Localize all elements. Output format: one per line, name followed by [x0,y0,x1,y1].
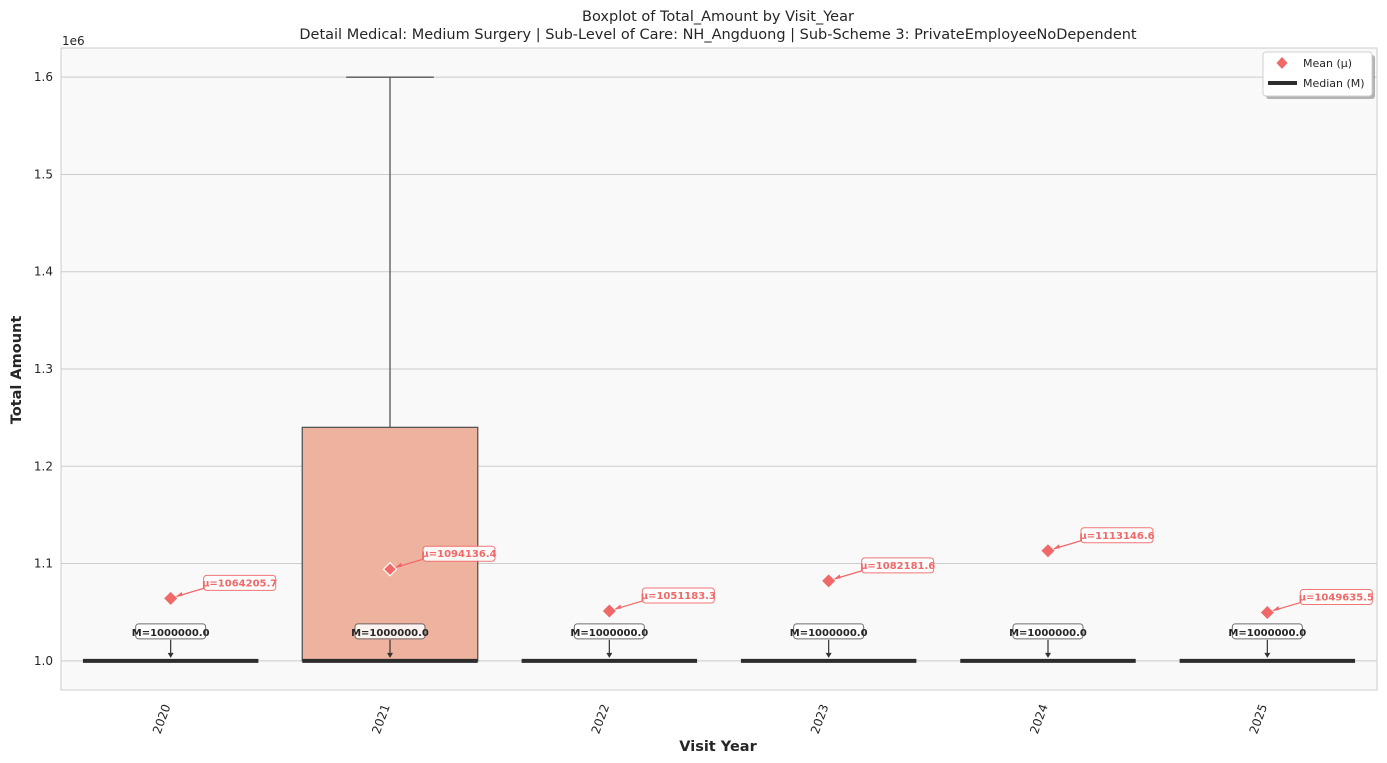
x-tick-label: 2022 [589,702,613,735]
median-arrowhead [1045,652,1051,658]
mean-marker [822,574,836,588]
x-tick-label: 2020 [150,702,174,735]
median-label: M=1000000.0 [132,628,210,639]
y-tick-label: 1.3 [34,362,53,376]
mean-label: μ=1064205.7 [202,578,277,589]
median-label: M=1000000.0 [351,628,429,639]
x-tick-label: 2023 [808,702,832,735]
median-arrowhead [1264,652,1271,658]
chart-title: Boxplot of Total_Amount by Visit_Year [582,9,854,25]
mean-label: μ=1082181.6 [860,561,935,572]
mean-marker [1260,606,1274,620]
median-arrowhead [167,652,174,658]
mean-label-box [1080,527,1154,544]
mean-label-box [422,545,496,562]
median-label-box [354,623,426,640]
chart-subtitle: Detail Medical: Medium Surgery | Sub-Lev… [299,27,1137,43]
y-tick-label: 1.1 [34,557,53,571]
grid-lines [61,76,1377,662]
legend: Mean (μ) Median (M) [1262,51,1375,99]
y-tick-label: 1.0 [34,654,53,668]
x-tick-label: 2024 [1027,702,1051,735]
mean-arrowhead [614,604,622,610]
x-tick-label: 2021 [369,702,393,735]
legend-median-label: Median (M) [1303,77,1365,90]
median-arrowhead [606,652,613,658]
mean-arrowhead [833,574,841,580]
mean-marker [1041,544,1055,558]
mean-arrowhead [395,562,402,568]
x-axis: 2020 2021 2022 2023 2024 2025 [150,702,1270,735]
mean-marker [382,561,398,577]
median-label: M=1000000.0 [570,628,648,639]
median-label: M=1000000.0 [790,628,868,639]
legend-mean-label: Mean (μ) [1303,57,1352,70]
legend-mean-marker [1276,57,1288,69]
x-tick-label: 2025 [1247,702,1271,735]
median-label-box [573,623,645,640]
mean-arrowhead [1053,544,1060,550]
mean-label-box [1299,589,1373,606]
y-tick-label: 1.5 [34,167,53,181]
mean-marker [164,591,178,605]
mean-label-box [641,587,715,604]
mean-arrowhead [1272,606,1280,612]
median-label-box [135,623,207,640]
y-offset-label: 1e6 [62,34,85,48]
y-tick-label: 1.2 [34,459,53,473]
mean-marker [602,604,616,618]
mean-label-box [861,557,935,574]
mean-label-box [203,574,277,591]
median-arrowhead [387,652,393,658]
median-arrowhead [825,652,832,658]
mean-label: μ=1049635.5 [1299,593,1374,604]
y-axis-label: Total Amount [9,316,25,425]
box-layer [82,76,1356,663]
box-iqr [301,426,479,662]
median-label: M=1000000.0 [1228,628,1306,639]
y-axis: 1.0 1.1 1.2 1.3 1.4 1.5 1.6 [34,70,53,668]
mean-label: μ=1051183.3 [641,591,716,602]
median-label-box [1231,623,1303,640]
annotation-layer: μ=1064205.7 M=1000000.0 μ=1094136.4 M=10000… [132,527,1374,658]
median-label-box [793,623,865,640]
x-axis-label: Visit Year [679,739,757,755]
median-label-box [1012,623,1084,640]
mean-label: μ=1113146.6 [1079,531,1154,542]
y-tick-label: 1.4 [34,265,53,279]
y-tick-label: 1.6 [34,70,53,84]
mean-arrowhead [175,591,183,597]
median-label: M=1000000.0 [1009,628,1087,639]
mean-label: μ=1094136.4 [421,549,496,560]
